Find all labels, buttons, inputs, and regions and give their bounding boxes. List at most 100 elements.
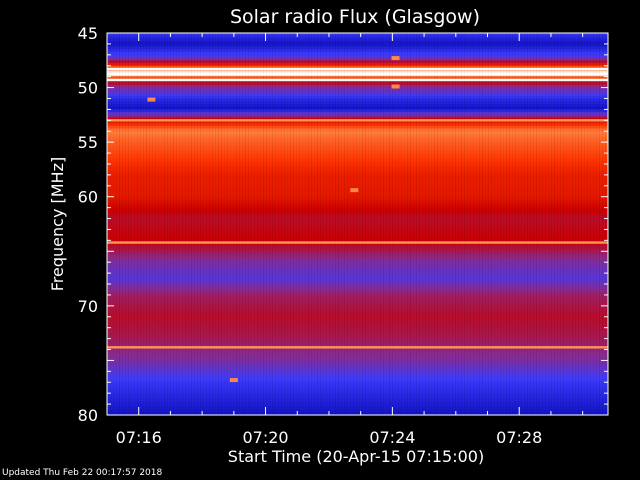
spectrum-band bbox=[107, 303, 608, 307]
texture-stripe bbox=[323, 33, 324, 415]
texture-stripe bbox=[578, 33, 579, 415]
texture-stripe bbox=[158, 33, 159, 415]
spectrum-band bbox=[107, 319, 608, 323]
spectrum-band bbox=[107, 52, 608, 56]
spectrum-band bbox=[107, 128, 608, 132]
spectrum-band bbox=[107, 305, 608, 310]
spectrum-band bbox=[107, 166, 608, 171]
spectrum-band bbox=[107, 174, 608, 179]
texture-stripe bbox=[185, 33, 186, 415]
texture-stripe bbox=[263, 33, 264, 415]
texture-stripe bbox=[116, 33, 117, 415]
spectrum-band bbox=[107, 297, 608, 301]
texture-stripe bbox=[305, 33, 306, 415]
texture-stripe bbox=[341, 33, 342, 415]
texture-stripe bbox=[329, 33, 330, 415]
texture-stripe bbox=[119, 33, 120, 415]
spectrum-band bbox=[107, 106, 608, 110]
texture-stripe bbox=[392, 33, 393, 415]
texture-stripe bbox=[518, 33, 519, 415]
spectrum-band bbox=[107, 314, 608, 318]
spectrum-band bbox=[107, 398, 608, 402]
spectrum-band bbox=[107, 344, 608, 348]
spectrum-band bbox=[107, 114, 608, 119]
spectrum-band bbox=[107, 131, 608, 135]
spectrum-band bbox=[107, 365, 608, 370]
texture-stripe bbox=[497, 33, 498, 415]
texture-stripe bbox=[602, 33, 603, 415]
axes: 45 50 55 60 70 80 07:16 07:20 07:24 07:28 bbox=[78, 24, 609, 447]
spectrum-band bbox=[107, 401, 608, 405]
texture-stripe bbox=[467, 33, 468, 415]
texture-stripe bbox=[473, 33, 474, 415]
texture-stripe bbox=[125, 33, 126, 415]
texture-stripe bbox=[524, 33, 525, 415]
y-axis-label: Frequency [MHz] bbox=[48, 157, 67, 291]
texture-stripe bbox=[254, 33, 255, 415]
spectrum-band bbox=[107, 207, 608, 211]
spectrum-band bbox=[107, 144, 608, 149]
spectrum-band bbox=[107, 202, 608, 206]
texture-stripe bbox=[557, 33, 558, 415]
texture-stripe bbox=[539, 33, 540, 415]
texture-stripe bbox=[218, 33, 219, 415]
x-axis-label: Start Time (20-Apr-15 07:15:00) bbox=[228, 447, 484, 466]
texture-stripe bbox=[179, 33, 180, 415]
texture-stripe bbox=[335, 33, 336, 415]
texture-stripe bbox=[575, 33, 576, 415]
spectrum-band bbox=[107, 371, 608, 375]
texture-stripe bbox=[221, 33, 222, 415]
spectrum-band bbox=[107, 390, 608, 394]
texture-stripe bbox=[455, 33, 456, 415]
texture-stripe bbox=[302, 33, 303, 415]
spectrum-band bbox=[107, 63, 608, 67]
spectrum-band bbox=[107, 215, 608, 220]
texture-stripe bbox=[410, 33, 411, 415]
texture-stripe bbox=[128, 33, 129, 415]
spectrum-band bbox=[107, 204, 608, 209]
x-tick-label: 07:24 bbox=[369, 428, 415, 447]
texture-stripe bbox=[404, 33, 405, 415]
texture-stripe bbox=[233, 33, 234, 415]
spectrum-band bbox=[107, 330, 608, 334]
texture-stripe bbox=[197, 33, 198, 415]
texture-stripe bbox=[434, 33, 435, 415]
texture-stripe bbox=[326, 33, 327, 415]
spectrum-band bbox=[107, 172, 608, 176]
texture-stripe bbox=[338, 33, 339, 415]
texture-stripe bbox=[290, 33, 291, 415]
spectrum-band bbox=[107, 33, 608, 37]
spectrum-band bbox=[107, 384, 608, 389]
emission-line bbox=[107, 78, 608, 82]
texture-stripe bbox=[140, 33, 141, 415]
spectrum-band bbox=[107, 98, 608, 102]
texture-stripe bbox=[362, 33, 363, 415]
texture-stripe bbox=[443, 33, 444, 415]
spectrum-band bbox=[107, 101, 608, 105]
texture-stripe bbox=[566, 33, 567, 415]
spectrum-band bbox=[107, 234, 608, 239]
texture-stripe bbox=[164, 33, 165, 415]
texture-stripe bbox=[515, 33, 516, 415]
spectrum-band bbox=[107, 406, 608, 411]
x-tick-label: 07:16 bbox=[116, 428, 162, 447]
spectrum-band bbox=[107, 103, 608, 108]
y-tick-label: 80 bbox=[78, 406, 98, 425]
texture-stripe bbox=[398, 33, 399, 415]
texture-stripe bbox=[446, 33, 447, 415]
updated-timestamp: Updated Thu Feb 22 00:17:57 2018 bbox=[2, 468, 163, 478]
texture-stripe bbox=[533, 33, 534, 415]
emission-line bbox=[107, 241, 608, 244]
spectrum-band bbox=[107, 251, 608, 255]
spectrum-band bbox=[107, 267, 608, 271]
texture-stripe bbox=[359, 33, 360, 415]
spectrum-band bbox=[107, 120, 608, 124]
emission-line bbox=[107, 119, 608, 122]
spectrum-band bbox=[107, 180, 608, 184]
spectrum-band bbox=[107, 84, 608, 89]
spectrum-band bbox=[107, 199, 608, 203]
spectrum-band bbox=[107, 229, 608, 233]
texture-stripe bbox=[224, 33, 225, 415]
spectrum-band bbox=[107, 284, 608, 288]
